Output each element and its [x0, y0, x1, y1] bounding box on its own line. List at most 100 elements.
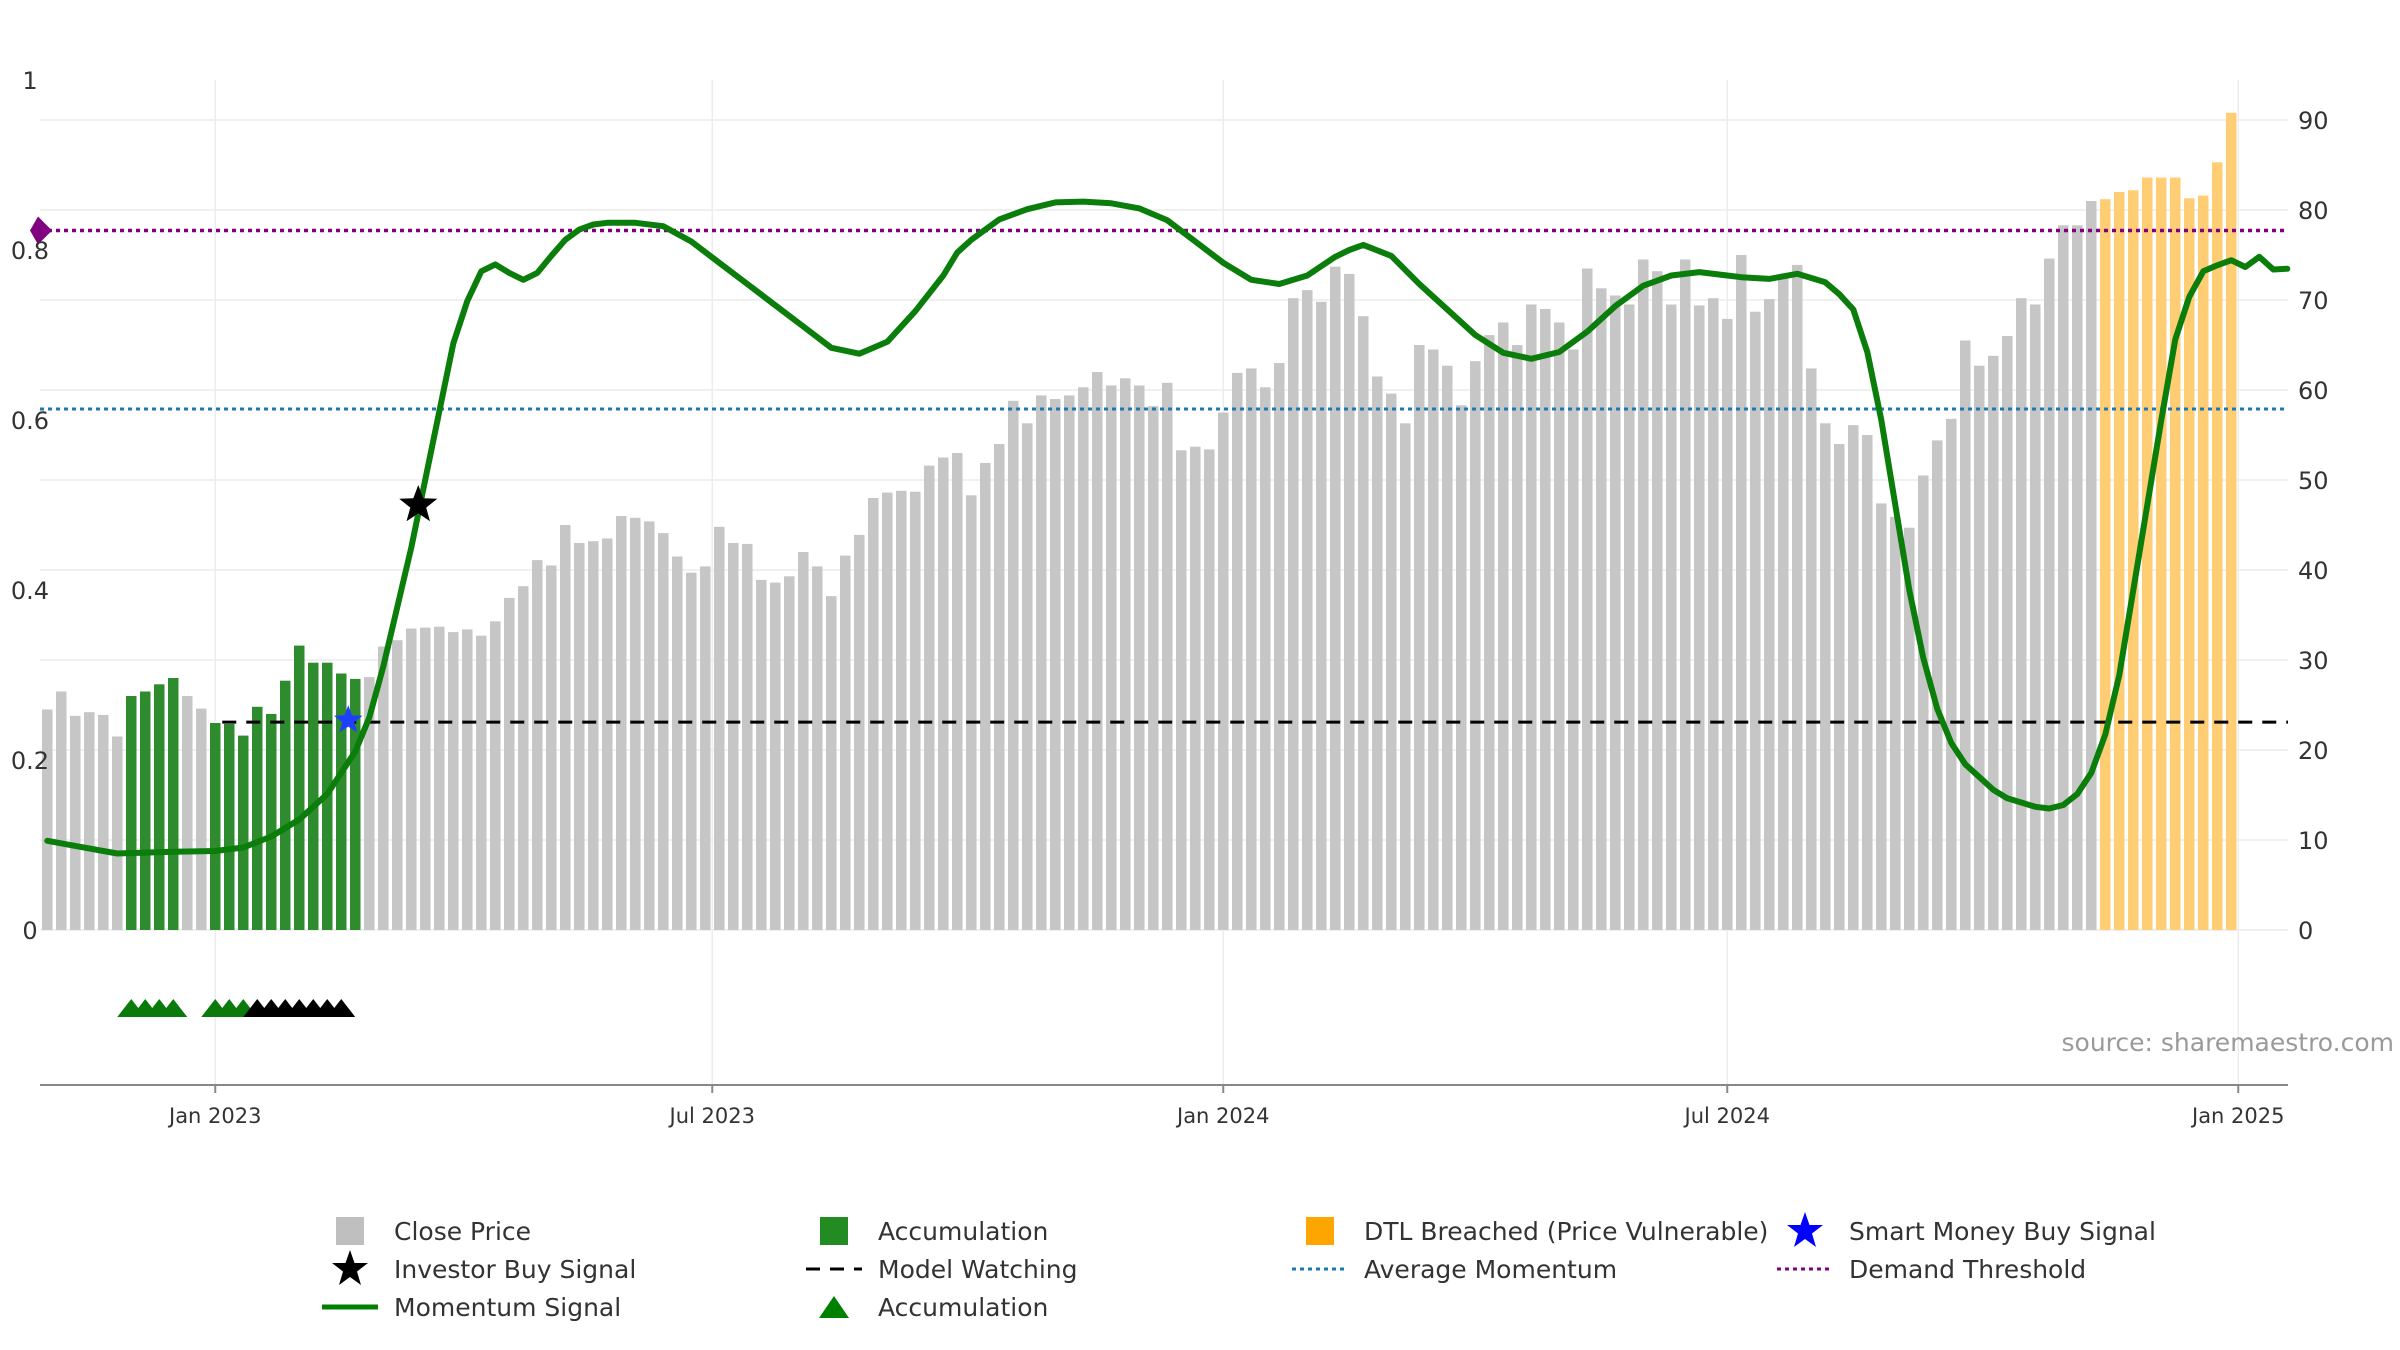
- momentum-price-chart: Jan 2023 Jul 2023 Jan 2024 Jul 2024 Jan 2025…: [11, 67, 2395, 1128]
- accumulation-bar: [154, 684, 165, 930]
- price-bar: [1554, 322, 1565, 930]
- chart-legend: Close Price Accumulation DTL Breached (P…: [320, 1212, 2160, 1332]
- left-axis-tick-label: 1: [22, 67, 37, 95]
- price-bar: [588, 541, 599, 930]
- price-bar: [952, 453, 963, 930]
- price-bar: [994, 444, 1005, 930]
- price-bar: [1848, 425, 1859, 930]
- price-bar: [1918, 475, 1929, 930]
- price-bar: [616, 516, 627, 930]
- dtl-breached-bar: [2226, 112, 2237, 931]
- price-bar: [1750, 311, 1761, 930]
- price-bar: [196, 708, 207, 930]
- price-bar: [1876, 503, 1887, 930]
- legend-demand-threshold: Demand Threshold: [1775, 1250, 2086, 1288]
- price-bar: [1834, 444, 1845, 930]
- price-bar: [1022, 423, 1033, 930]
- price-bar: [1064, 395, 1075, 930]
- price-bar: [1820, 423, 1831, 930]
- legend-close-price-swatch: [336, 1217, 364, 1245]
- legend-momentum-signal-line: [322, 1304, 378, 1310]
- price-bar: [1036, 395, 1047, 930]
- price-bar: [1344, 273, 1355, 930]
- price-bar: [756, 579, 767, 930]
- price-bar: [1428, 349, 1439, 930]
- price-bar: [518, 586, 529, 930]
- price-bar: [854, 534, 865, 930]
- price-bar: [1666, 304, 1677, 930]
- price-bar: [868, 498, 879, 930]
- price-bar: [1526, 304, 1537, 930]
- price-bar: [70, 715, 81, 930]
- price-bar: [434, 626, 445, 930]
- price-bar: [1890, 516, 1901, 930]
- price-bar: [826, 596, 837, 930]
- price-bar: [1106, 385, 1117, 930]
- right-axis-tick-label: 50: [2298, 467, 2329, 495]
- legend-accumulation-triangle: Accumulation: [804, 1288, 1048, 1326]
- price-bar: [546, 565, 557, 930]
- price-bar: [924, 465, 935, 930]
- x-tick-label: Jan 2023: [167, 1104, 262, 1128]
- price-bar: [910, 491, 921, 930]
- left-axis-tick-label: 0.4: [11, 577, 49, 605]
- price-bar: [378, 646, 389, 930]
- price-bar: [1694, 305, 1705, 930]
- accumulation-bar: [168, 678, 179, 930]
- smart-money-buy-star: [334, 705, 363, 733]
- price-bar: [1806, 368, 1817, 930]
- dtl-breached-bar: [2170, 177, 2181, 931]
- legend-dtl-breached: DTL Breached (Price Vulnerable): [1290, 1212, 1768, 1250]
- price-bar: [2002, 336, 2013, 930]
- legend-accumulation-bar-label: Accumulation: [878, 1216, 1049, 1246]
- price-bar: [1092, 372, 1103, 930]
- legend-investor-buy: Investor Buy Signal: [320, 1250, 636, 1288]
- legend-dtl-breached-label: DTL Breached (Price Vulnerable): [1364, 1216, 1769, 1246]
- price-bar: [1078, 387, 1089, 930]
- accumulation-bar: [350, 678, 361, 930]
- price-bar: [2044, 258, 2055, 931]
- price-bar: [1162, 382, 1173, 930]
- legend-accumulation-triangle-label: Accumulation: [878, 1292, 1049, 1322]
- price-bar: [980, 462, 991, 930]
- price-bar: [1442, 365, 1453, 930]
- legend-momentum-signal-label: Momentum Signal: [394, 1292, 622, 1322]
- legend-momentum-signal: Momentum Signal: [320, 1288, 621, 1326]
- right-axis-tick-label: 70: [2298, 287, 2329, 315]
- accumulation-bar: [252, 706, 263, 930]
- price-bar: [1134, 385, 1145, 930]
- price-bar: [1232, 372, 1243, 930]
- price-bar: [182, 696, 193, 930]
- price-bar: [1512, 345, 1523, 930]
- price-bar: [2058, 225, 2069, 931]
- legend-smart-money-star-icon: [1787, 1212, 1823, 1247]
- accumulation-bar: [210, 723, 221, 930]
- price-bar: [798, 552, 809, 930]
- price-bar: [1582, 268, 1593, 930]
- price-bar: [812, 566, 823, 930]
- price-bar: [1722, 318, 1733, 930]
- left-axis-tick-label: 0.8: [11, 237, 49, 265]
- right-axis-tick-label: 90: [2298, 107, 2329, 135]
- investor-buy-star: [399, 485, 438, 522]
- legend-dtl-breached-swatch: [1306, 1217, 1334, 1245]
- source-watermark: source: sharemaestro.com: [2062, 1028, 2395, 1057]
- price-bar: [1680, 259, 1691, 930]
- x-tick-label: Jul 2023: [668, 1104, 755, 1128]
- legend-demand-threshold-label: Demand Threshold: [1849, 1254, 2087, 1284]
- price-bar: [966, 495, 977, 930]
- price-bar: [1624, 304, 1635, 930]
- legend-average-momentum: Average Momentum: [1290, 1250, 1617, 1288]
- legend-smart-money-buy-label: Smart Money Buy Signal: [1849, 1216, 2156, 1246]
- legend-demand-threshold-line: [1777, 1267, 1833, 1271]
- legend-close-price-label: Close Price: [394, 1216, 532, 1246]
- price-bar: [1288, 298, 1299, 930]
- price-bar: [1946, 418, 1957, 930]
- legend-accumulation-triangle-icon: [819, 1296, 849, 1318]
- dtl-breached-bar: [2212, 162, 2223, 931]
- price-bar: [1764, 299, 1775, 931]
- right-axis-tick-label: 60: [2298, 377, 2329, 405]
- price-bar: [1372, 376, 1383, 930]
- price-bar: [896, 490, 907, 930]
- right-axis-tick-label: 80: [2298, 197, 2329, 225]
